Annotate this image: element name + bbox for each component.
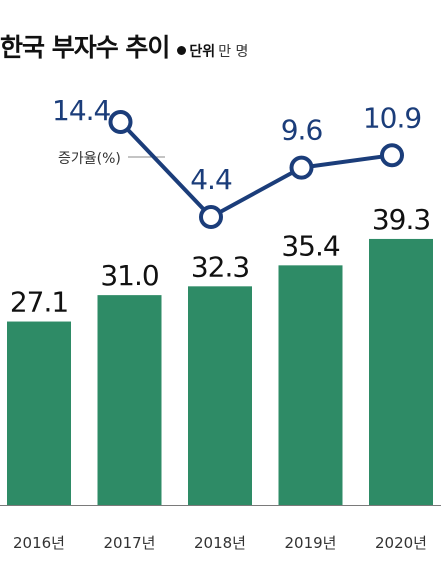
growth-rate-point — [108, 110, 133, 134]
bar-4 — [278, 265, 343, 505]
bar-2 — [97, 295, 162, 505]
growth-rate-point — [380, 143, 404, 168]
growth-rate-line — [119, 120, 393, 219]
unit-note: 단위 만 명 — [177, 41, 248, 61]
growth-rate-point — [199, 205, 223, 229]
bar-3 — [188, 286, 252, 505]
growth-rate-label: 10.9 — [363, 101, 421, 134]
x-tick-label: 2018년 — [194, 534, 246, 552]
bar-value-label: 27.1 — [10, 286, 68, 319]
bar-value-label: 39.3 — [372, 203, 430, 236]
bar-1 — [7, 321, 71, 505]
x-tick-label: 2020년 — [375, 534, 427, 552]
bar-value-label: 35.4 — [281, 229, 340, 262]
bullet-icon — [177, 46, 187, 55]
unit-value: 만 명 — [218, 44, 249, 60]
bar-value-label: 31.0 — [100, 259, 158, 292]
chart-header: 한국 부자수 추이 단위 만 명 — [0, 28, 248, 62]
growth-rate-label: 9.6 — [281, 114, 323, 147]
chart-title: 한국 부자수 추이 — [0, 33, 170, 62]
x-tick-label: 2016년 — [13, 534, 65, 552]
bar-5 — [369, 238, 433, 505]
growth-rate-label: 4.4 — [190, 163, 232, 196]
unit-label: 단위 — [189, 44, 216, 60]
x-tick-label: 2017년 — [104, 534, 156, 552]
x-tick-label: 2019년 — [285, 534, 337, 552]
series-name-label: 증가율(%) — [58, 151, 121, 167]
growth-rate-point — [289, 155, 314, 180]
bar-value-label: 32.3 — [191, 250, 249, 283]
growth-rate-label: 14.4 — [52, 94, 111, 127]
